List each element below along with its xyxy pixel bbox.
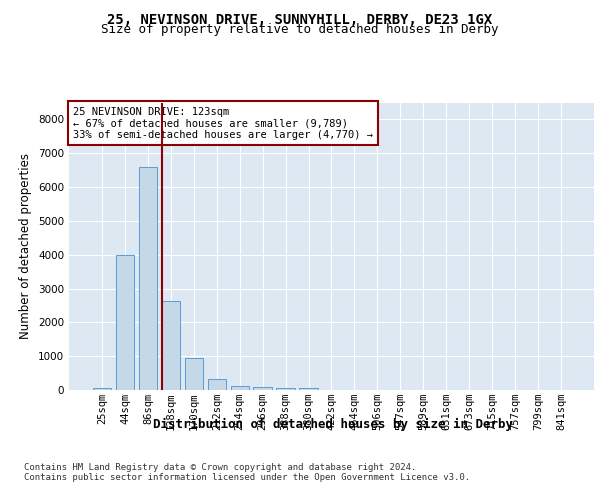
Text: 25, NEVINSON DRIVE, SUNNYHILL, DERBY, DE23 1GX: 25, NEVINSON DRIVE, SUNNYHILL, DERBY, DE…: [107, 12, 493, 26]
Bar: [253, 387, 272, 390]
Bar: [299, 388, 318, 390]
Bar: [230, 386, 249, 390]
Bar: [116, 254, 134, 390]
Bar: [93, 388, 111, 390]
Bar: [139, 167, 157, 390]
Bar: [208, 379, 226, 390]
Text: Contains HM Land Registry data © Crown copyright and database right 2024.
Contai: Contains HM Land Registry data © Crown c…: [24, 462, 470, 482]
Bar: [185, 358, 203, 390]
Text: 25 NEVINSON DRIVE: 123sqm
← 67% of detached houses are smaller (9,789)
33% of se: 25 NEVINSON DRIVE: 123sqm ← 67% of detac…: [73, 106, 373, 140]
Bar: [277, 388, 295, 390]
Bar: [162, 302, 180, 390]
Y-axis label: Number of detached properties: Number of detached properties: [19, 153, 32, 340]
Text: Distribution of detached houses by size in Derby: Distribution of detached houses by size …: [153, 418, 513, 430]
Text: Size of property relative to detached houses in Derby: Size of property relative to detached ho…: [101, 24, 499, 36]
